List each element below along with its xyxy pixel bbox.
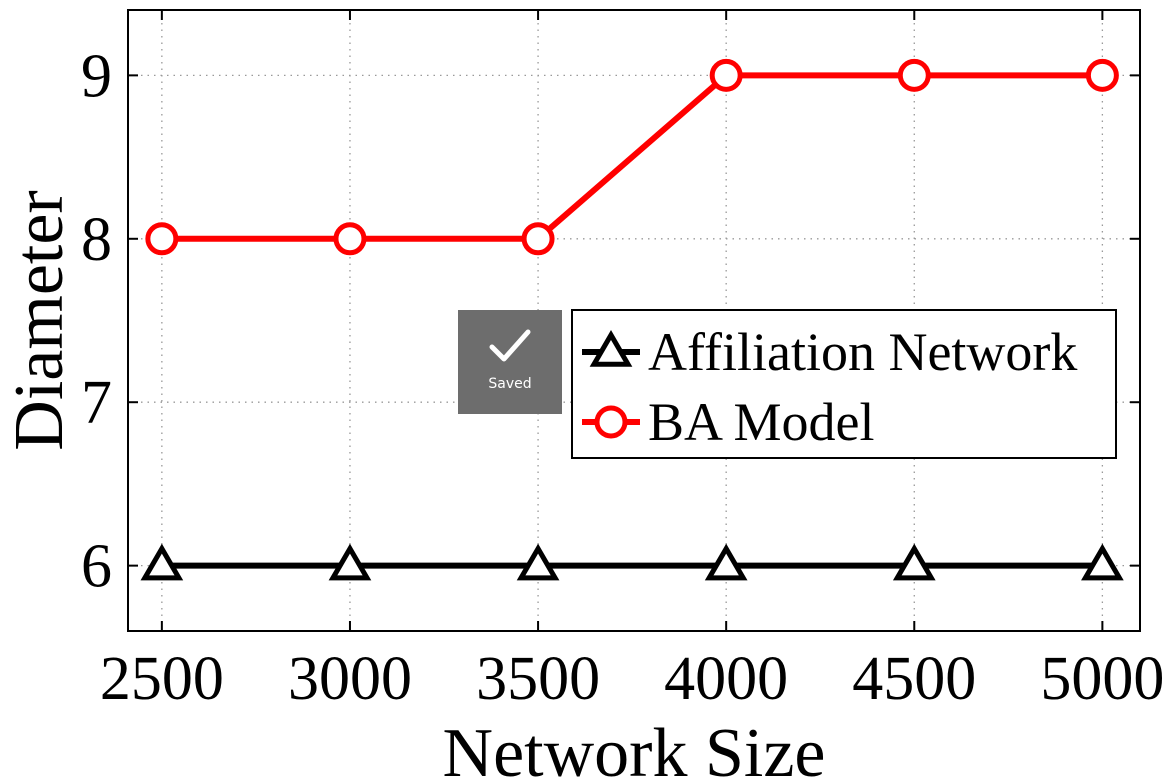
x-axis-label: Network Size [443, 715, 826, 784]
data-point-affiliation-network [1081, 543, 1124, 581]
legend-label-affiliation-network: Affiliation Network [648, 322, 1077, 382]
legend-label-ba-model: BA Model [648, 392, 875, 452]
y-tick-label: 8 [81, 206, 112, 274]
legend-box [571, 309, 1117, 459]
saved-toast: Saved [458, 310, 562, 414]
data-point-affiliation-network [892, 543, 936, 581]
data-point-ba-model [897, 58, 931, 92]
toast-label: Saved [488, 376, 532, 392]
y-tick-label: 7 [81, 369, 112, 437]
y-tick-label: 9 [81, 42, 112, 110]
plot-area [127, 9, 1141, 632]
x-tick-label: 4500 [852, 645, 976, 713]
data-point-ba-model [521, 222, 555, 256]
axis-ticks: 2500 3000 3500 4000 4500 5000 6 7 8 9 [81, 10, 1164, 713]
legend: Affiliation Network BA Model [571, 309, 1117, 459]
series-group [140, 58, 1124, 581]
data-point-affiliation-network [328, 543, 372, 581]
x-tick-label: 3500 [476, 645, 600, 713]
x-tick-label: 4000 [664, 645, 788, 713]
x-tick-label: 3000 [288, 645, 412, 713]
x-tick-label: 2500 [100, 645, 224, 713]
legend-marker-ba-model [594, 405, 628, 439]
checkmark-icon [489, 329, 531, 362]
data-point-ba-model [1085, 58, 1119, 92]
legend-marker-affiliation-network [589, 330, 633, 367]
series-line-ba-model [161, 72, 1103, 242]
series-ba-model [145, 58, 1119, 256]
series-affiliation-network [140, 543, 1124, 581]
y-tick-label: 6 [81, 533, 112, 601]
data-point-ba-model [333, 222, 367, 256]
data-point-affiliation-network [704, 543, 748, 581]
data-point-ba-model [709, 58, 743, 92]
data-point-ba-model [145, 222, 179, 256]
y-axis-label: Diameter [1, 190, 78, 450]
data-point-affiliation-network [140, 543, 184, 581]
x-tick-label: 5000 [1040, 645, 1164, 713]
data-point-affiliation-network [516, 543, 560, 581]
